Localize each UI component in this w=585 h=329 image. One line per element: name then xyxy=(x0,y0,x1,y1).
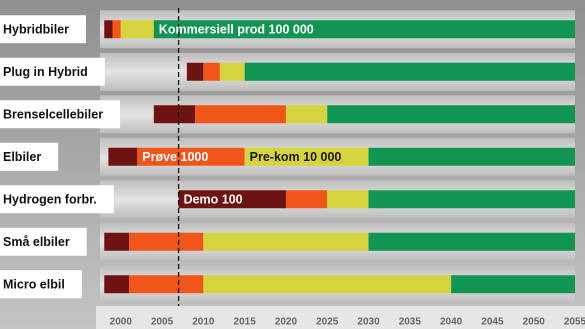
row-label: Micro elbil xyxy=(3,278,65,292)
phase-bar xyxy=(219,62,245,81)
phase-bar xyxy=(368,232,575,251)
row-label-box xyxy=(0,57,105,86)
axis-strip xyxy=(96,306,585,329)
x-tick-label: 2005 xyxy=(151,317,174,328)
row-label-box xyxy=(0,100,121,129)
phase-bar xyxy=(104,232,130,251)
phase-bar xyxy=(203,275,452,294)
row-label: Brenselcellebiler xyxy=(3,108,103,122)
row-label-box xyxy=(0,227,87,256)
phase-bar xyxy=(112,20,121,39)
x-tick-label: 2025 xyxy=(316,317,339,328)
phase-bar xyxy=(203,232,369,251)
phase-bar xyxy=(178,190,286,209)
row-label: Hybridbiler xyxy=(3,23,69,37)
phase-bar xyxy=(244,62,576,81)
phase-bar xyxy=(195,105,286,124)
phase-bar xyxy=(285,105,328,124)
phase-bar xyxy=(327,190,369,209)
phase-bar xyxy=(285,190,328,209)
phase-bar xyxy=(368,147,575,166)
phase-bar xyxy=(186,62,204,81)
phase-bar xyxy=(153,105,196,124)
phase-bar xyxy=(203,62,220,81)
row-label: Små elbiler xyxy=(3,235,70,249)
x-tick-label: 2030 xyxy=(357,317,380,328)
x-tick-label: 2045 xyxy=(481,317,504,328)
phase-bar xyxy=(104,275,130,294)
x-tick-label: 2000 xyxy=(110,317,133,328)
row-label: Plug in Hybrid xyxy=(3,65,88,79)
segment-label: Demo 100 xyxy=(184,193,243,207)
x-tick-label: 2015 xyxy=(234,317,257,328)
phase-bar xyxy=(451,275,575,294)
row-label-box xyxy=(0,15,86,44)
segment-label: Pre-kom 10 000 xyxy=(250,150,342,164)
phase-bar xyxy=(137,147,245,166)
phase-bar xyxy=(129,275,204,294)
phase-bar xyxy=(129,232,204,251)
phase-bar xyxy=(120,20,154,39)
row-label: Elbiler xyxy=(3,150,41,164)
phase-bar xyxy=(368,190,575,209)
row-label: Hydrogen forbr. xyxy=(3,193,97,207)
phase-bar xyxy=(327,105,575,124)
x-tick-label: 2020 xyxy=(275,317,298,328)
x-tick-label: 2050 xyxy=(523,317,546,328)
segment-label: Prøve 1000 xyxy=(142,150,208,164)
phase-bar xyxy=(108,147,138,166)
phase-bar xyxy=(104,20,113,39)
row-label-box xyxy=(0,185,114,214)
row-label-box xyxy=(0,142,59,171)
phase-bar xyxy=(153,20,575,39)
x-tick-label: 2010 xyxy=(192,317,215,328)
segment-label: Kommersiell prod 100 000 xyxy=(159,23,314,37)
x-tick-label: 2055 xyxy=(564,317,585,328)
phase-bar xyxy=(244,147,369,166)
x-tick-label: 2035 xyxy=(399,317,422,328)
x-tick-label: 2040 xyxy=(440,317,463,328)
row-label-box xyxy=(0,270,82,299)
